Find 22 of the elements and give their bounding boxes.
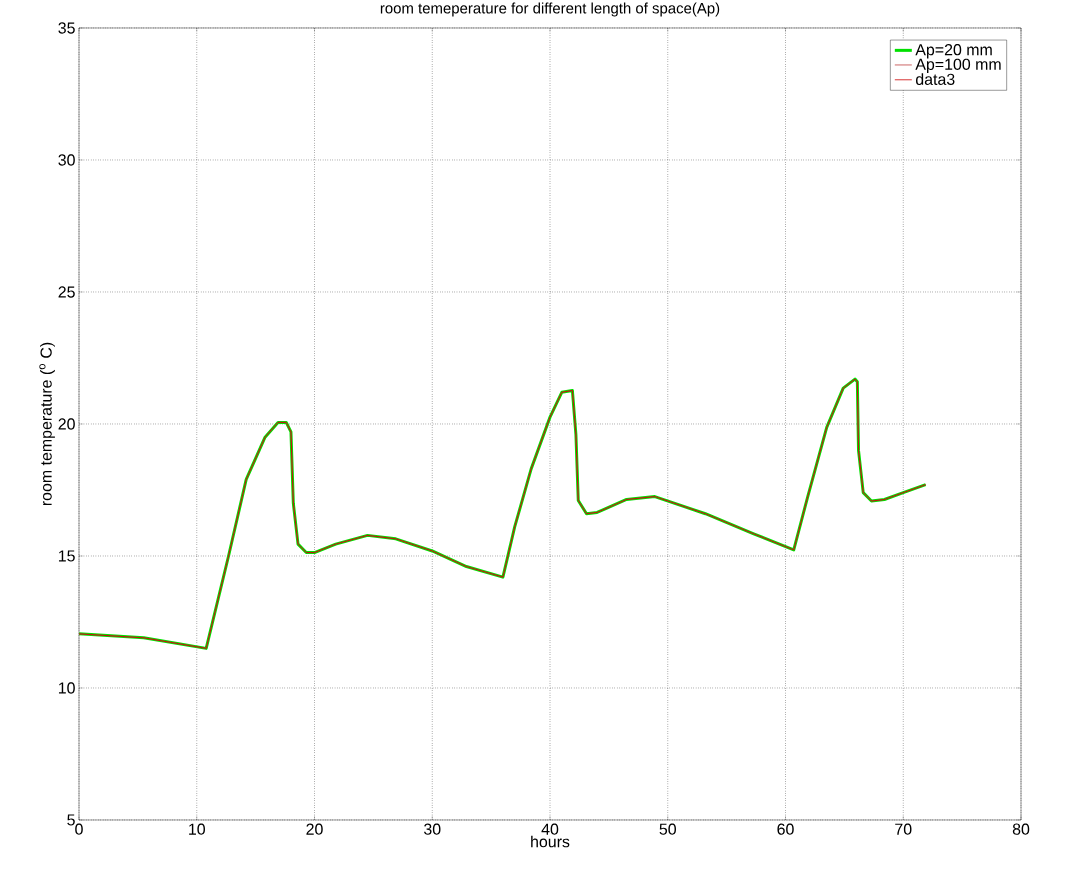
x-tick-label: 30 <box>424 823 441 835</box>
y-axis-title: room temperature ($^{o}$ C) <box>39 342 55 506</box>
y-tick-label: 5 <box>67 814 75 826</box>
x-axis-title: hours <box>531 835 570 848</box>
x-tick-label: 70 <box>895 823 912 835</box>
y-tick-label: 35 <box>58 22 75 34</box>
y-tick-label: 30 <box>58 154 75 166</box>
y-tick-label: 10 <box>58 682 75 694</box>
x-tick-label: 50 <box>659 823 676 835</box>
x-tick-label: 0 <box>75 823 83 835</box>
chart-title: room temeperature for different length of space(Ap) <box>380 2 720 17</box>
legend-label: data3 <box>915 73 955 85</box>
x-tick-label: 20 <box>306 823 323 835</box>
x-tick-label: 10 <box>189 823 205 835</box>
legend-label: Ap=100 mm <box>915 58 1001 74</box>
y-tick-label: 20 <box>58 418 75 430</box>
y-tick-label: 15 <box>58 550 75 562</box>
x-tick-label: 60 <box>777 823 794 835</box>
x-tick-label: 80 <box>1012 823 1030 835</box>
legend-label: Ap=20 mm <box>915 44 992 59</box>
y-tick-label: 25 <box>58 286 75 298</box>
x-tick-label: 40 <box>541 823 559 835</box>
